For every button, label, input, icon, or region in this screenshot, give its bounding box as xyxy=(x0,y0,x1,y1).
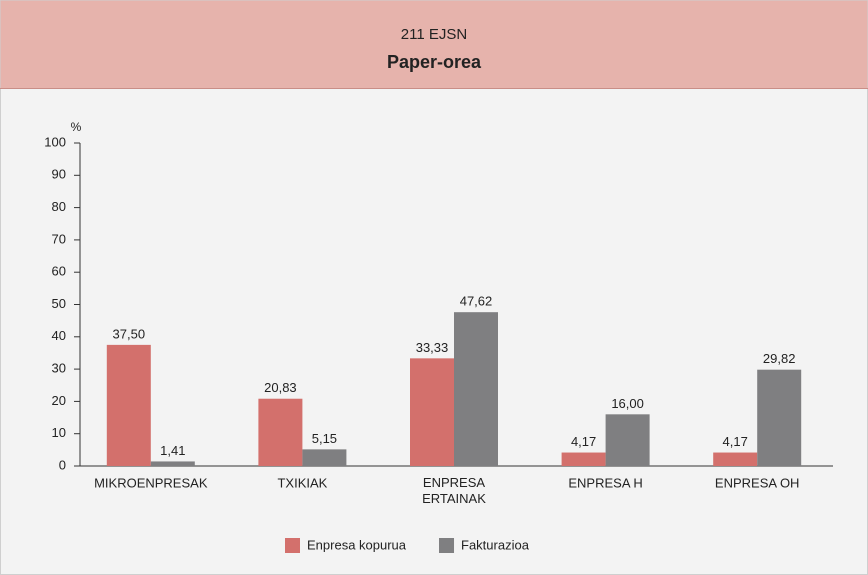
y-tick-label: 80 xyxy=(52,199,66,214)
y-tick-label: 50 xyxy=(52,296,66,311)
legend-swatch xyxy=(439,538,455,553)
x-tick-label: ENPRESA ERTAINAK xyxy=(422,475,486,506)
bar xyxy=(757,369,802,466)
y-tick-label: 60 xyxy=(52,264,66,279)
y-tick-label: 70 xyxy=(52,231,66,246)
y-tick-label: 100 xyxy=(44,134,66,149)
bar xyxy=(713,452,758,466)
x-tick-label: ENPRESA OH xyxy=(715,475,800,490)
value-label: 4,17 xyxy=(723,434,748,449)
chart-title: Paper-orea xyxy=(387,52,482,72)
y-tick-label: 0 xyxy=(59,457,66,472)
legend-label: Enpresa kopurua xyxy=(307,537,407,552)
value-label: 16,00 xyxy=(611,396,644,411)
bar xyxy=(605,414,650,466)
value-label: 5,15 xyxy=(312,431,337,446)
value-label: 4,17 xyxy=(571,434,596,449)
bar xyxy=(454,312,498,466)
value-label: 20,83 xyxy=(264,380,297,395)
chart-subtitle: 211 EJSN xyxy=(401,26,467,43)
bar xyxy=(561,452,606,466)
y-axis-label: % xyxy=(71,120,82,134)
bar xyxy=(302,449,347,466)
x-tick-label: MIKROENPRESAK xyxy=(94,475,208,490)
bar xyxy=(258,398,303,466)
bar xyxy=(106,344,151,466)
x-tick-label: TXIKIAK xyxy=(277,475,327,490)
value-label: 33,33 xyxy=(416,340,449,355)
y-tick-label: 20 xyxy=(52,393,66,408)
y-tick-label: 30 xyxy=(52,361,66,376)
y-tick-label: 40 xyxy=(52,328,66,343)
header-band xyxy=(0,0,868,89)
value-label: 47,62 xyxy=(460,294,493,309)
bar xyxy=(150,461,195,466)
y-tick-label: 10 xyxy=(52,425,66,440)
x-tick-label: ENPRESA H xyxy=(568,475,642,490)
legend-swatch xyxy=(285,538,300,553)
value-label: 1,41 xyxy=(160,443,185,458)
bar xyxy=(410,358,454,466)
value-label: 29,82 xyxy=(763,351,796,366)
legend-label: Fakturazioa xyxy=(461,537,530,552)
value-label: 37,50 xyxy=(113,326,146,341)
y-tick-label: 90 xyxy=(52,167,66,182)
